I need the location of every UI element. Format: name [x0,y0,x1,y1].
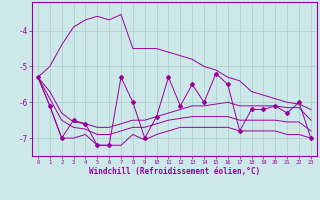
X-axis label: Windchill (Refroidissement éolien,°C): Windchill (Refroidissement éolien,°C) [89,167,260,176]
